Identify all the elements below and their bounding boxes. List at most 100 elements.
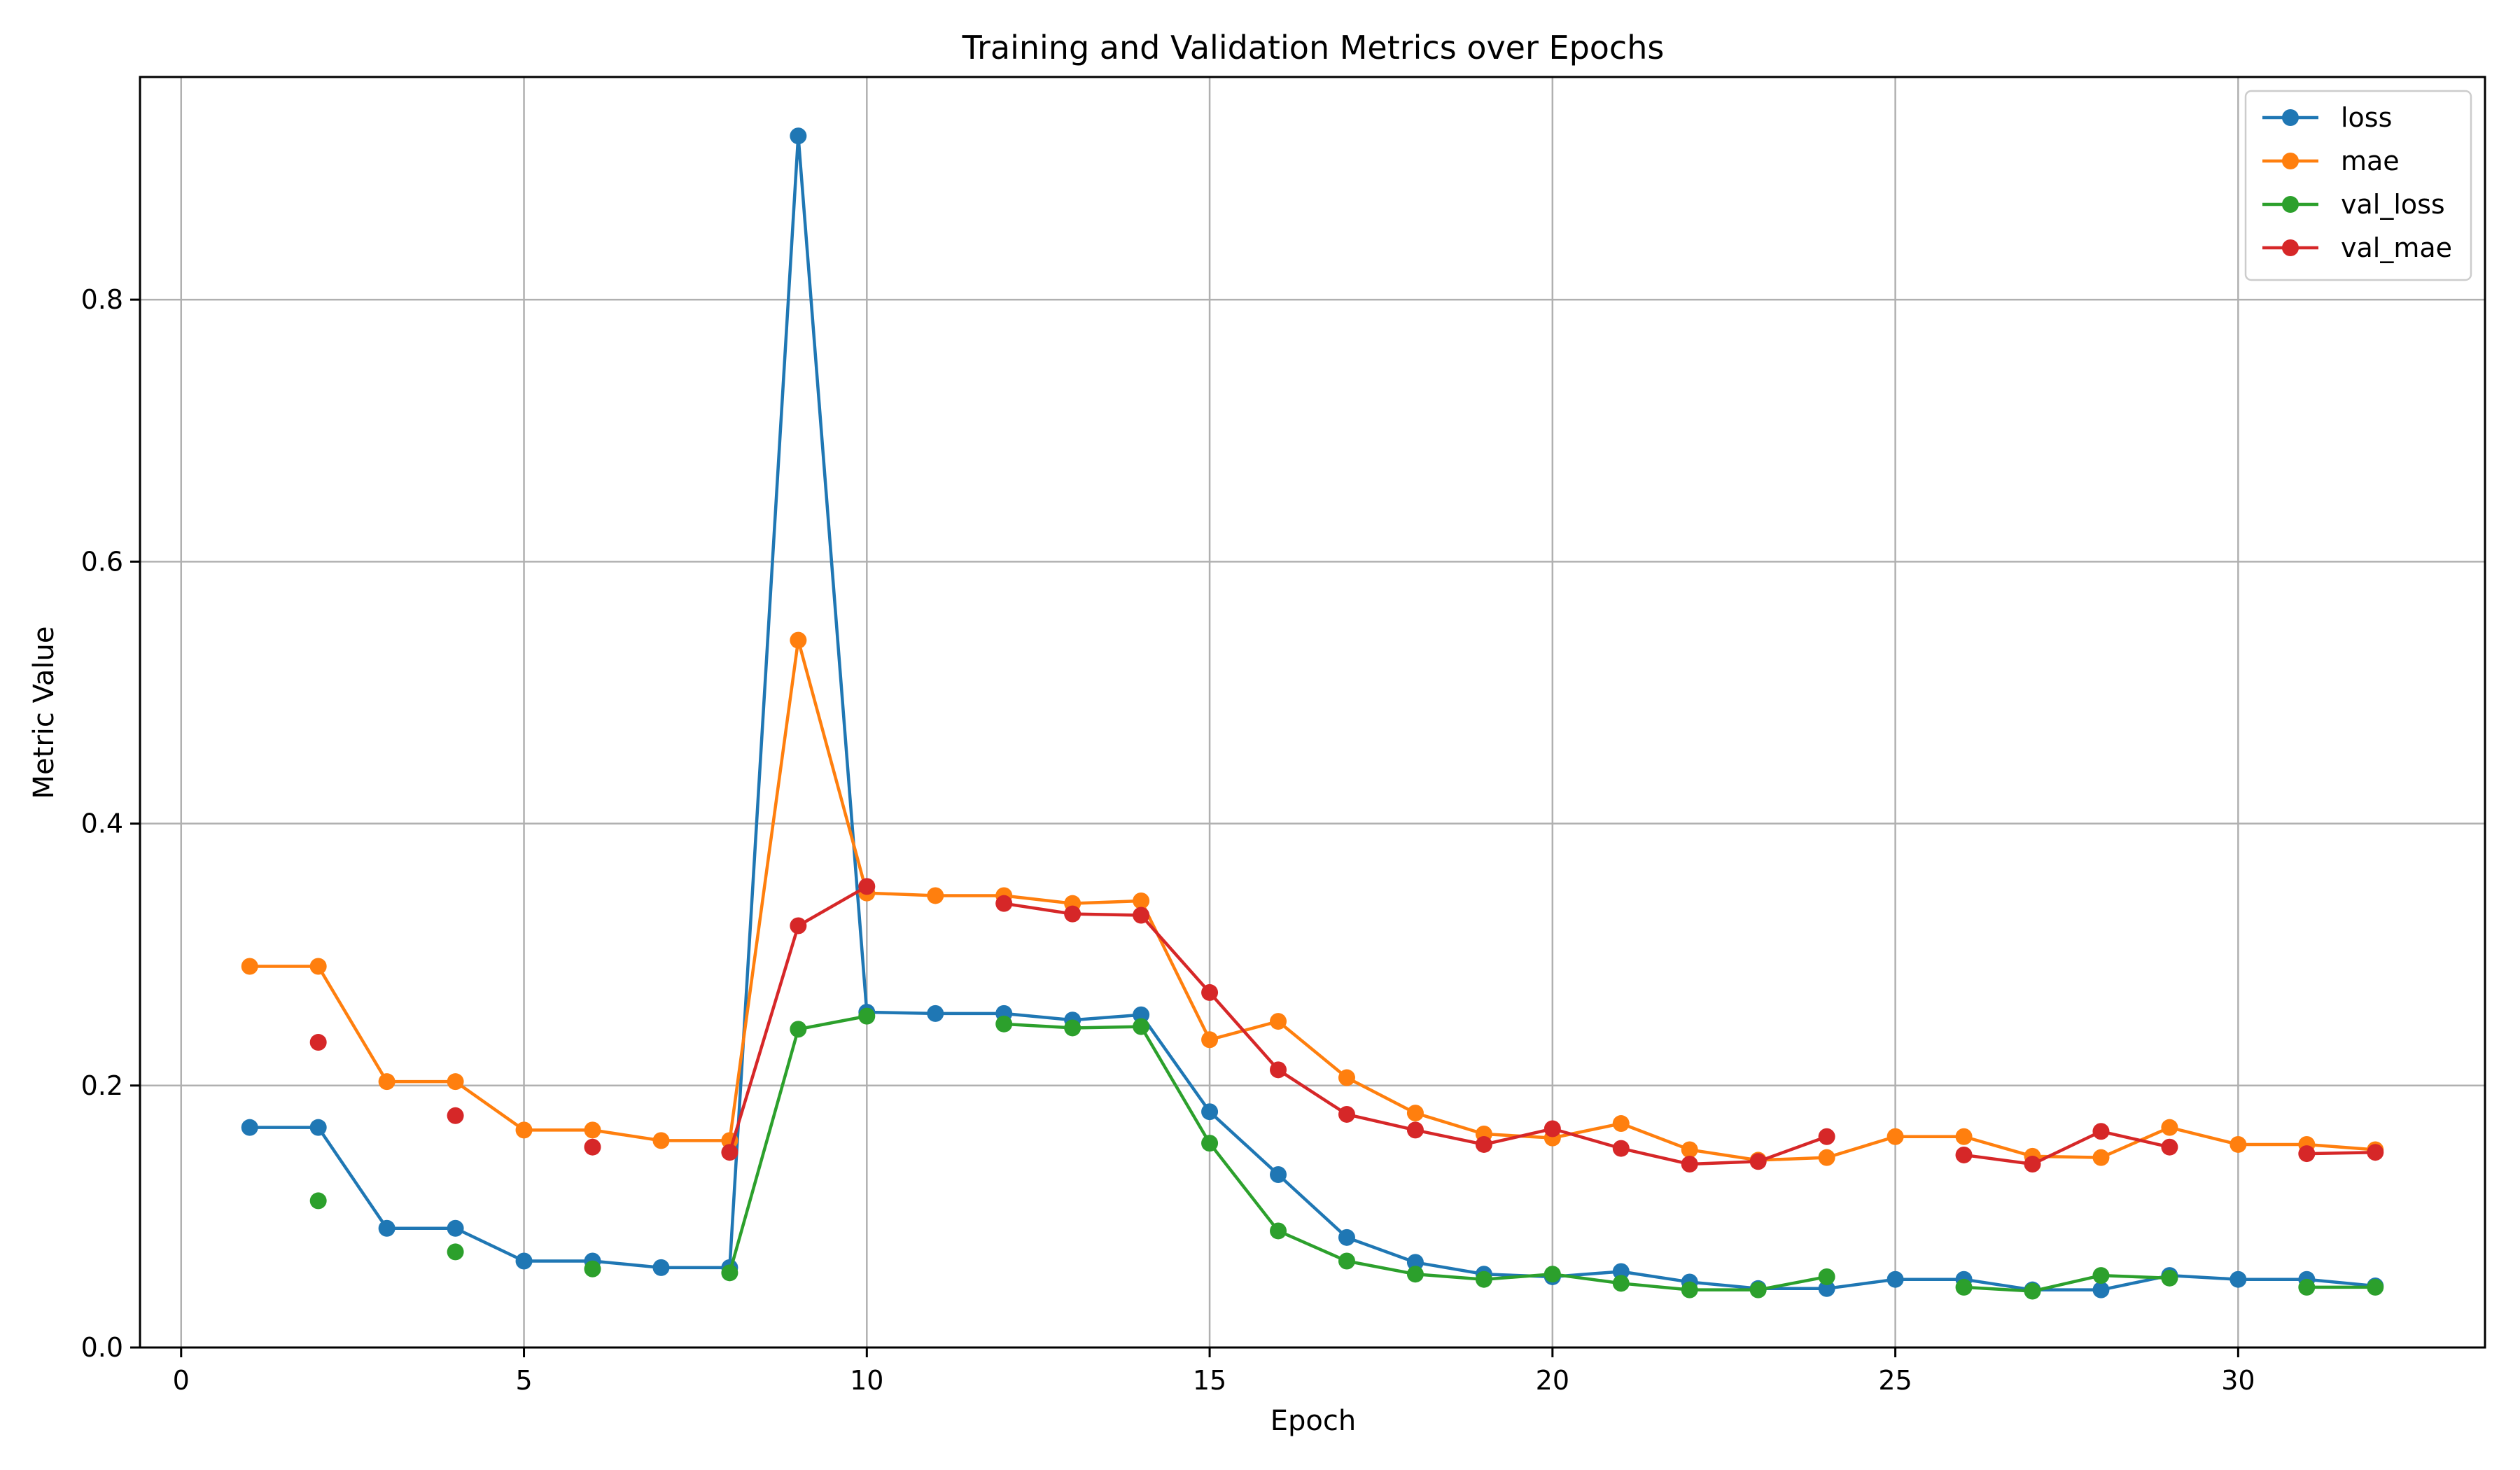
x-tick-label: 20 — [1536, 1365, 1569, 1396]
y-tick-label: 0.0 — [81, 1332, 123, 1363]
data-point — [1133, 1006, 1150, 1023]
data-point — [1749, 1153, 1767, 1170]
data-point — [1818, 1268, 1835, 1285]
data-point — [790, 631, 807, 649]
data-point — [2367, 1144, 2384, 1161]
data-point — [1818, 1128, 1835, 1145]
series-line — [249, 134, 2376, 1292]
data-point — [721, 1144, 738, 1161]
legend-item: val_loss — [2262, 189, 2445, 220]
data-point — [1201, 983, 1219, 1001]
data-point — [1886, 1270, 1904, 1288]
data-point — [1201, 1135, 1219, 1152]
data-point — [1544, 1266, 1561, 1283]
data-point — [1201, 1103, 1219, 1121]
series-line — [1963, 1130, 2170, 1166]
data-point — [378, 1219, 396, 1237]
legend-marker — [2282, 239, 2299, 256]
data-point — [1955, 1278, 1973, 1296]
data-point — [1270, 1222, 1287, 1240]
y-tick-label: 0.4 — [81, 808, 123, 839]
legend-frame — [2244, 90, 2472, 281]
data-point — [652, 1259, 670, 1276]
legend: loss mae val_loss val_mae — [2244, 90, 2472, 281]
plot-frame — [139, 76, 2486, 1349]
data-point — [927, 1004, 944, 1022]
y-axis: 0.0 0.2 0.4 0.6 0.8 — [81, 284, 140, 1363]
x-tick-label: 10 — [850, 1365, 883, 1396]
data-point — [1612, 1140, 1630, 1157]
data-point — [858, 878, 876, 895]
x-axis-label: Epoch — [1270, 1405, 1356, 1437]
data-point — [1681, 1141, 1698, 1158]
series-line — [1963, 1273, 2170, 1293]
data-point — [584, 1138, 601, 1156]
data-point — [447, 1107, 464, 1124]
data-point — [2230, 1270, 2247, 1288]
data-point — [378, 1073, 396, 1091]
data-point — [1612, 1275, 1630, 1292]
series-val-mae — [309, 878, 2384, 1173]
data-point — [2092, 1267, 2110, 1284]
legend-marker — [2282, 153, 2299, 169]
data-point — [1338, 1228, 1355, 1246]
data-point — [1612, 1263, 1630, 1280]
series-line — [249, 638, 2376, 1162]
data-point — [1475, 1135, 1492, 1153]
data-point — [1818, 1280, 1835, 1297]
data-point — [1406, 1105, 1424, 1122]
data-point — [2092, 1123, 2110, 1140]
series-layer — [241, 127, 2384, 1300]
data-point — [584, 1121, 601, 1139]
legend-label: val_mae — [2341, 232, 2452, 263]
x-axis: 0 5 10 15 20 25 30 — [173, 1348, 2255, 1396]
data-point — [1064, 1019, 1082, 1037]
legend-item: val_mae — [2262, 232, 2452, 263]
series-val-loss — [309, 1007, 2384, 1300]
y-tick-label: 0.6 — [81, 546, 123, 577]
data-point — [1064, 905, 1082, 923]
data-point — [1133, 892, 1150, 909]
legend-marker — [2282, 109, 2299, 126]
data-point — [1270, 1061, 1287, 1079]
data-point — [309, 1119, 327, 1136]
data-point — [1955, 1146, 1973, 1163]
data-point — [1406, 1254, 1424, 1271]
data-point — [447, 1073, 464, 1091]
data-point — [995, 1015, 1013, 1032]
data-point — [1270, 1166, 1287, 1184]
data-point — [2367, 1278, 2384, 1296]
data-point — [2230, 1135, 2247, 1153]
data-point — [309, 958, 327, 975]
data-point — [1406, 1121, 1424, 1139]
data-point — [1544, 1120, 1561, 1138]
data-point — [2092, 1149, 2110, 1166]
grid-lines — [140, 77, 2485, 1349]
data-point — [1338, 1069, 1355, 1086]
data-point — [515, 1252, 533, 1270]
data-point — [858, 1007, 876, 1025]
data-point — [1681, 1156, 1698, 1173]
y-tick-label: 0.2 — [81, 1070, 123, 1101]
data-point — [790, 127, 807, 145]
data-point — [1133, 1018, 1150, 1035]
data-point — [447, 1243, 464, 1261]
x-tick-label: 5 — [515, 1365, 532, 1396]
data-point — [1886, 1128, 1904, 1145]
legend-item: loss — [2262, 102, 2392, 133]
data-point — [1270, 1013, 1287, 1030]
data-point — [515, 1121, 533, 1139]
x-tick-label: 0 — [173, 1365, 190, 1396]
legend-label: val_loss — [2341, 189, 2445, 220]
data-point — [241, 1119, 258, 1136]
data-point — [1475, 1270, 1492, 1288]
legend-marker — [2282, 196, 2299, 213]
chart-title: Training and Validation Metrics over Epo… — [962, 29, 1665, 66]
data-point — [241, 958, 258, 975]
data-point — [1681, 1281, 1698, 1298]
data-point — [995, 895, 1013, 912]
data-point — [1201, 1031, 1219, 1049]
data-point — [2024, 1156, 2041, 1173]
